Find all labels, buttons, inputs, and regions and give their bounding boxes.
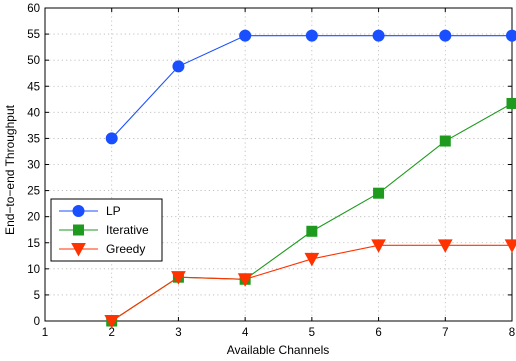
data-point-lp xyxy=(439,29,452,42)
data-point-lp xyxy=(506,29,516,42)
data-point-greedy xyxy=(504,239,516,253)
legend-label: LP xyxy=(106,204,121,218)
y-tick-label: 25 xyxy=(27,186,40,198)
data-point-iterative xyxy=(306,225,318,237)
y-axis-title: End−to−end Throughput xyxy=(3,104,17,235)
data-point-lp xyxy=(239,29,252,42)
y-tick-label: 50 xyxy=(27,55,40,67)
data-point-iterative xyxy=(373,187,385,199)
data-point-greedy xyxy=(171,271,186,285)
x-tick-label: 8 xyxy=(509,327,515,339)
x-tick-label: 5 xyxy=(309,327,315,339)
data-point-greedy xyxy=(437,239,453,253)
legend-marker xyxy=(72,205,85,217)
data-point-iterative xyxy=(506,97,516,109)
x-tick-label: 4 xyxy=(242,327,249,339)
y-tick-label: 45 xyxy=(27,81,40,93)
x-tick-label: 6 xyxy=(375,327,381,339)
legend-item-iterative: Iterative xyxy=(59,223,149,237)
y-tick-label: 0 xyxy=(34,316,40,328)
y-tick-label: 5 xyxy=(34,290,40,302)
x-tick-label: 3 xyxy=(175,327,181,339)
x-tick-label: 7 xyxy=(442,327,448,339)
data-point-lp xyxy=(305,29,318,42)
data-point-lp xyxy=(372,29,385,42)
y-tick-label: 60 xyxy=(27,3,40,15)
legend-item-lp: LP xyxy=(59,204,121,218)
data-point-greedy xyxy=(304,252,320,267)
y-tick-label: 10 xyxy=(27,264,40,276)
data-point-greedy xyxy=(104,315,120,329)
data-point-greedy xyxy=(371,239,386,253)
data-point-iterative xyxy=(439,135,451,147)
series-greedy xyxy=(104,239,516,329)
data-point-lp xyxy=(172,60,185,73)
legend-label: Iterative xyxy=(106,223,149,237)
legend-label: Greedy xyxy=(106,242,145,256)
y-tick-label: 15 xyxy=(27,238,40,250)
y-tick-label: 35 xyxy=(27,133,40,145)
grid xyxy=(45,8,512,321)
series-group xyxy=(104,29,516,329)
y-tick-label: 20 xyxy=(27,212,40,224)
data-point-lp xyxy=(105,132,118,145)
legend: LP Iterative Greedy xyxy=(50,198,163,262)
x-axis-title: Available Channels xyxy=(227,343,330,357)
y-tick-label: 40 xyxy=(27,107,40,119)
series-lp xyxy=(105,29,516,145)
y-tick-label: 55 xyxy=(27,29,40,41)
y-tick-label: 30 xyxy=(27,160,40,172)
x-tick-label: 2 xyxy=(109,327,115,339)
legend-item-greedy: Greedy xyxy=(59,242,145,257)
legend-marker xyxy=(71,243,86,257)
legend-marker xyxy=(73,224,84,236)
data-point-greedy xyxy=(237,273,253,287)
x-tick-label: 1 xyxy=(42,327,48,339)
